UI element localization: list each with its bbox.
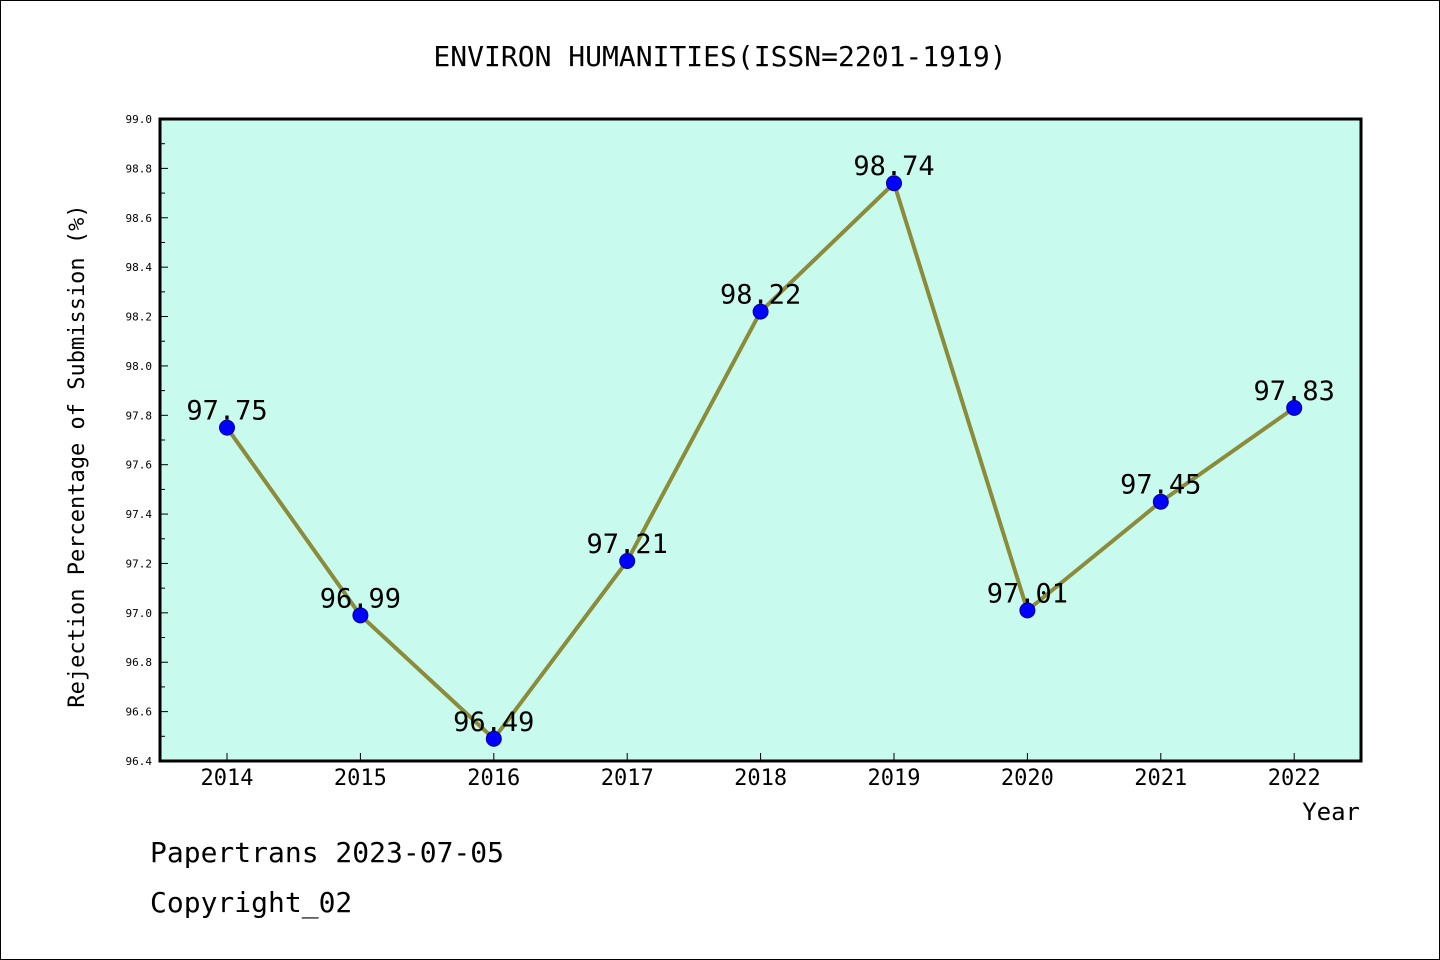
x-tick-label: 2019 <box>868 766 921 791</box>
x-tick-label: 2014 <box>201 766 254 791</box>
y-tick-label: 97.8 <box>126 409 153 422</box>
y-tick-label: 96.8 <box>126 656 153 669</box>
y-axis: 96.4 96.6 96.8 97.0 97.2 97.4 97.6 97.8 98.0 98.2… <box>126 113 168 768</box>
y-tick-label: 97.2 <box>126 557 153 570</box>
data-point <box>1286 399 1303 416</box>
x-tick-label: 2017 <box>601 766 654 791</box>
data-point <box>1152 493 1169 510</box>
footer-date: Papertrans 2023-07-05 <box>150 836 505 869</box>
x-axis-label: Year <box>1302 798 1360 826</box>
x-axis: 2014 2015 2016 2017 2018 2019 2020 2021 2022 <box>201 753 1321 791</box>
data-label: 97.21 <box>587 529 668 560</box>
x-tick-label: 2018 <box>734 766 787 791</box>
y-axis-label: Rejection Percentage of Submission (%) <box>65 204 90 707</box>
plot-area <box>158 117 1363 763</box>
y-tick-label: 98.0 <box>126 360 153 373</box>
x-tick-label: 2021 <box>1134 766 1187 791</box>
data-label: 98.74 <box>853 151 934 182</box>
x-tick-label: 2020 <box>1001 766 1054 791</box>
data-label: 97.01 <box>987 578 1068 609</box>
x-tick-label: 2015 <box>334 766 387 791</box>
footer-copyright: Copyright_02 <box>150 886 353 919</box>
data-label: 96.99 <box>320 583 401 614</box>
y-tick-label: 96.6 <box>126 706 153 719</box>
y-tick-label: 98.6 <box>126 212 153 225</box>
data-point <box>352 607 369 624</box>
data-label: 97.75 <box>186 396 267 427</box>
y-tick-label: 99.0 <box>126 113 153 126</box>
x-tick-label: 2022 <box>1268 766 1321 791</box>
data-point <box>219 419 235 436</box>
data-point <box>485 730 502 747</box>
y-tick-label: 97.4 <box>126 508 153 521</box>
y-tick-label: 98.2 <box>126 311 153 324</box>
data-labels: 97.75 96.99 96.49 97.21 98.22 98.74 97.01 97.45… <box>186 151 1334 738</box>
data-point <box>1019 602 1036 619</box>
chart-title: ENVIRON HUMANITIES(ISSN=2201-1919) <box>433 40 1006 73</box>
y-tick-label: 96.4 <box>126 755 153 768</box>
data-label: 98.22 <box>720 280 801 311</box>
y-tick-label: 98.4 <box>126 261 153 274</box>
x-tick-label: 2016 <box>467 766 520 791</box>
data-point <box>886 175 902 192</box>
data-point <box>619 552 636 569</box>
data-label: 97.83 <box>1254 376 1335 407</box>
data-points <box>219 175 1303 747</box>
y-tick-label: 97.6 <box>126 459 153 472</box>
y-tick-label: 97.0 <box>126 607 153 620</box>
data-label: 96.49 <box>453 707 534 738</box>
data-label: 97.45 <box>1120 470 1201 501</box>
data-point <box>752 303 769 320</box>
y-tick-label: 98.8 <box>126 162 153 175</box>
